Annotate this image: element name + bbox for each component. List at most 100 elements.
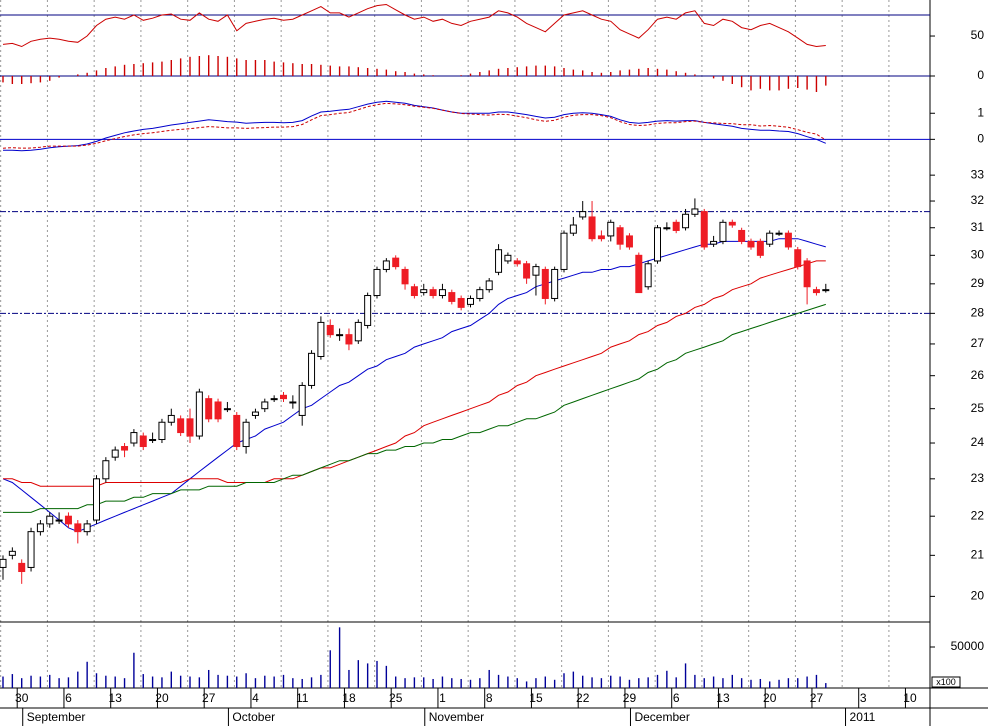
- candle-body: [728, 221, 736, 226]
- month-label: December: [634, 710, 689, 724]
- bar: [348, 66, 350, 76]
- bar: [301, 678, 303, 688]
- bar: [208, 55, 210, 76]
- x-tick-label: 10: [903, 691, 917, 705]
- candle-body: [438, 289, 446, 297]
- bar: [236, 676, 238, 688]
- bar: [647, 677, 649, 688]
- candle-body: [794, 249, 802, 268]
- bar: [619, 676, 621, 688]
- bar: [348, 669, 350, 688]
- bar: [105, 68, 107, 76]
- candle-body: [495, 249, 503, 273]
- bar: [815, 76, 818, 92]
- bar: [703, 678, 705, 688]
- y-tick-label: 22: [971, 508, 985, 522]
- bar: [86, 661, 88, 688]
- bar: [582, 675, 584, 688]
- candle-body: [719, 221, 727, 242]
- candle-body: [523, 263, 531, 279]
- bar: [264, 60, 266, 76]
- candle-body: [121, 446, 129, 451]
- bar: [49, 76, 51, 81]
- candle-body: [448, 292, 456, 302]
- bar: [236, 58, 238, 76]
- candle-body: [700, 211, 708, 248]
- candle-body: [467, 297, 474, 305]
- candle-body: [74, 523, 82, 533]
- bar: [385, 665, 388, 688]
- candle-body: [326, 324, 334, 336]
- bar: [320, 64, 322, 76]
- candle-body: [139, 435, 147, 448]
- x-tick-label: 15: [529, 691, 543, 705]
- bar: [264, 675, 266, 688]
- candle-body: [317, 321, 325, 357]
- month-label: October: [232, 710, 275, 724]
- indicator-line: [2, 102, 827, 149]
- bar: [638, 68, 640, 76]
- x-tick-label: 4: [252, 691, 259, 705]
- y-tick-label: 25: [971, 401, 985, 415]
- bar: [553, 679, 556, 688]
- bar: [282, 674, 285, 688]
- candle-body: [83, 523, 91, 533]
- moving-average: [2, 238, 826, 533]
- bar: [58, 76, 60, 78]
- x-tick-label: 13: [716, 691, 730, 705]
- bar: [769, 681, 771, 688]
- candle-body: [560, 232, 568, 270]
- bar: [310, 64, 313, 76]
- y-tick-label: 20: [971, 589, 985, 603]
- candle-body: [36, 523, 44, 533]
- moving-average: [3, 260, 826, 487]
- bar: [226, 56, 229, 76]
- bar: [404, 72, 406, 76]
- bar: [656, 68, 659, 76]
- candle-body: [158, 421, 166, 441]
- candle-body: [710, 240, 718, 245]
- candle-body: [513, 260, 521, 265]
- candle-body: [607, 221, 615, 237]
- bar: [535, 678, 537, 688]
- candle-body: [541, 268, 549, 299]
- bar: [572, 671, 575, 688]
- bar: [423, 677, 425, 688]
- bar: [469, 73, 472, 76]
- bar: [2, 676, 4, 688]
- x-tick-label: 8: [486, 691, 493, 705]
- x-tick-label: 29: [623, 691, 637, 705]
- bar: [488, 669, 490, 688]
- candle-body: [476, 289, 484, 299]
- bar: [684, 663, 687, 688]
- candle-body: [298, 384, 306, 416]
- bar: [95, 70, 98, 76]
- unit-box: [931, 676, 961, 688]
- candle-body: [364, 295, 372, 326]
- y-tick-label: 24: [971, 435, 985, 449]
- bar: [226, 675, 229, 688]
- candle-body: [308, 352, 316, 386]
- bar: [722, 76, 724, 81]
- candle-body: [27, 531, 35, 568]
- candle-body: [289, 401, 297, 404]
- bar: [21, 76, 23, 84]
- bar: [750, 679, 752, 688]
- candle-body: [616, 227, 624, 245]
- x-tick-label: 27: [810, 691, 824, 705]
- bar: [806, 676, 808, 688]
- bar: [460, 75, 462, 76]
- candle-body: [46, 515, 54, 525]
- bar: [572, 69, 575, 76]
- candle-body: [691, 208, 699, 215]
- candle-body: [672, 221, 680, 231]
- bar: [740, 76, 743, 88]
- y-tick-label: 1: [977, 105, 984, 119]
- bar: [787, 678, 790, 688]
- bar: [310, 677, 313, 688]
- bar: [114, 676, 116, 688]
- candle-body: [663, 227, 671, 230]
- candle-body: [420, 289, 428, 294]
- bar: [628, 69, 631, 76]
